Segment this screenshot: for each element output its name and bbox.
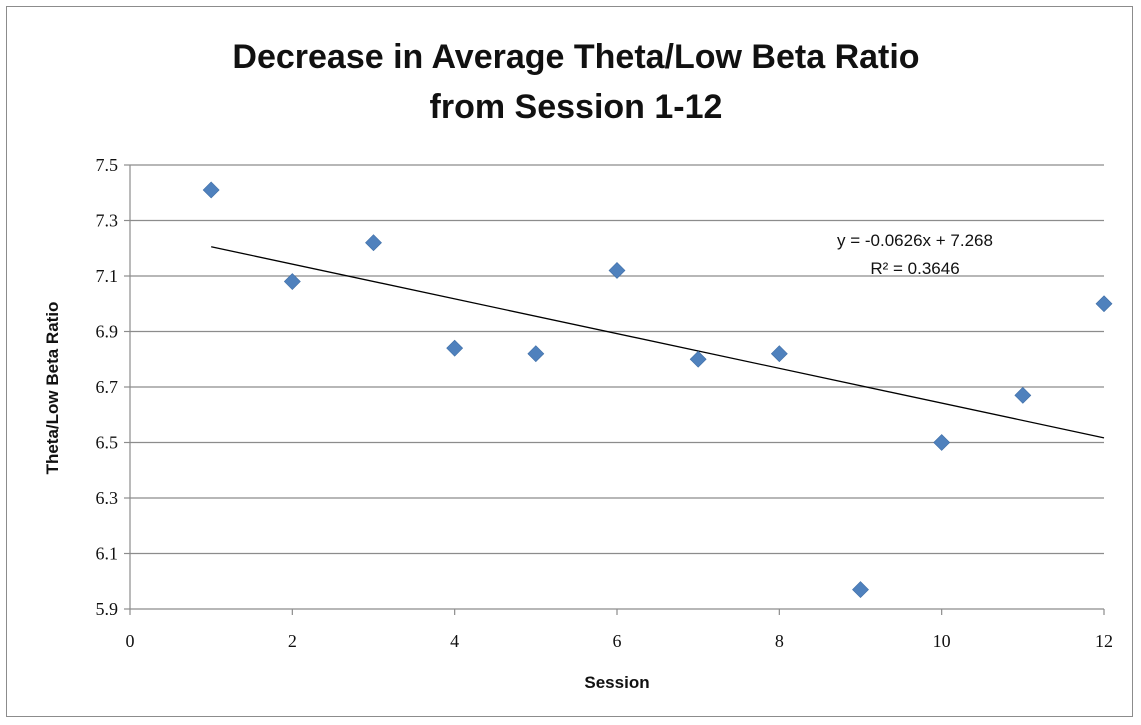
x-tick-labels: 0 2 4 6 8 10 12 bbox=[126, 631, 1114, 651]
x-tick-label: 10 bbox=[933, 631, 951, 651]
y-tick-label: 6.7 bbox=[96, 377, 119, 397]
chart-frame bbox=[6, 6, 1133, 717]
data-point-session-4 bbox=[446, 339, 464, 357]
gridlines bbox=[130, 164, 1104, 555]
trendline-layer bbox=[211, 246, 1105, 439]
axes bbox=[124, 164, 1105, 615]
x-axis-title: Session bbox=[584, 673, 649, 692]
data-point-session-10 bbox=[933, 434, 951, 451]
y-tick-label: 7.5 bbox=[96, 155, 119, 175]
data-point-session-8 bbox=[770, 345, 788, 363]
y-tick-label: 7.1 bbox=[96, 266, 119, 286]
x-tick-label: 2 bbox=[288, 631, 297, 651]
trendline-r-squared: R² = 0.3646 bbox=[870, 259, 959, 278]
y-tick-labels: 5.9 6.1 6.3 6.5 6.7 6.9 7.1 7.3 7.5 bbox=[96, 155, 119, 619]
data-point-session-2 bbox=[283, 273, 301, 290]
x-tick-label: 0 bbox=[126, 631, 135, 651]
y-tick-label: 5.9 bbox=[96, 599, 119, 619]
y-tick-label: 6.5 bbox=[96, 433, 119, 453]
trendline bbox=[211, 246, 1105, 439]
data-point-session-12 bbox=[1095, 295, 1113, 313]
data-point-session-9 bbox=[852, 581, 869, 598]
data-point-session-1 bbox=[202, 181, 220, 199]
x-tick-label: 4 bbox=[450, 631, 459, 651]
y-tick-label: 6.3 bbox=[96, 488, 119, 508]
x-tick-label: 12 bbox=[1095, 631, 1113, 651]
y-tick-label: 6.1 bbox=[96, 544, 119, 564]
x-tick-label: 8 bbox=[775, 631, 784, 651]
data-point-session-5 bbox=[527, 345, 545, 363]
chart-title-line-1: Decrease in Average Theta/Low Beta Ratio bbox=[232, 38, 919, 76]
data-point-session-3 bbox=[365, 234, 382, 252]
data-point-session-11 bbox=[1014, 386, 1032, 404]
y-tick-label: 6.9 bbox=[96, 322, 119, 342]
data-point-session-6 bbox=[608, 262, 626, 279]
chart-title-line-2: from Session 1-12 bbox=[430, 88, 723, 126]
y-tick-label: 7.3 bbox=[96, 211, 119, 231]
x-tick-label: 6 bbox=[613, 631, 622, 651]
trendline-equation: y = -0.0626x + 7.268 bbox=[837, 231, 993, 250]
data-point-session-7 bbox=[689, 350, 707, 368]
data-points bbox=[202, 181, 1113, 598]
y-axis-title: Theta/Low Beta Ratio bbox=[43, 302, 62, 475]
